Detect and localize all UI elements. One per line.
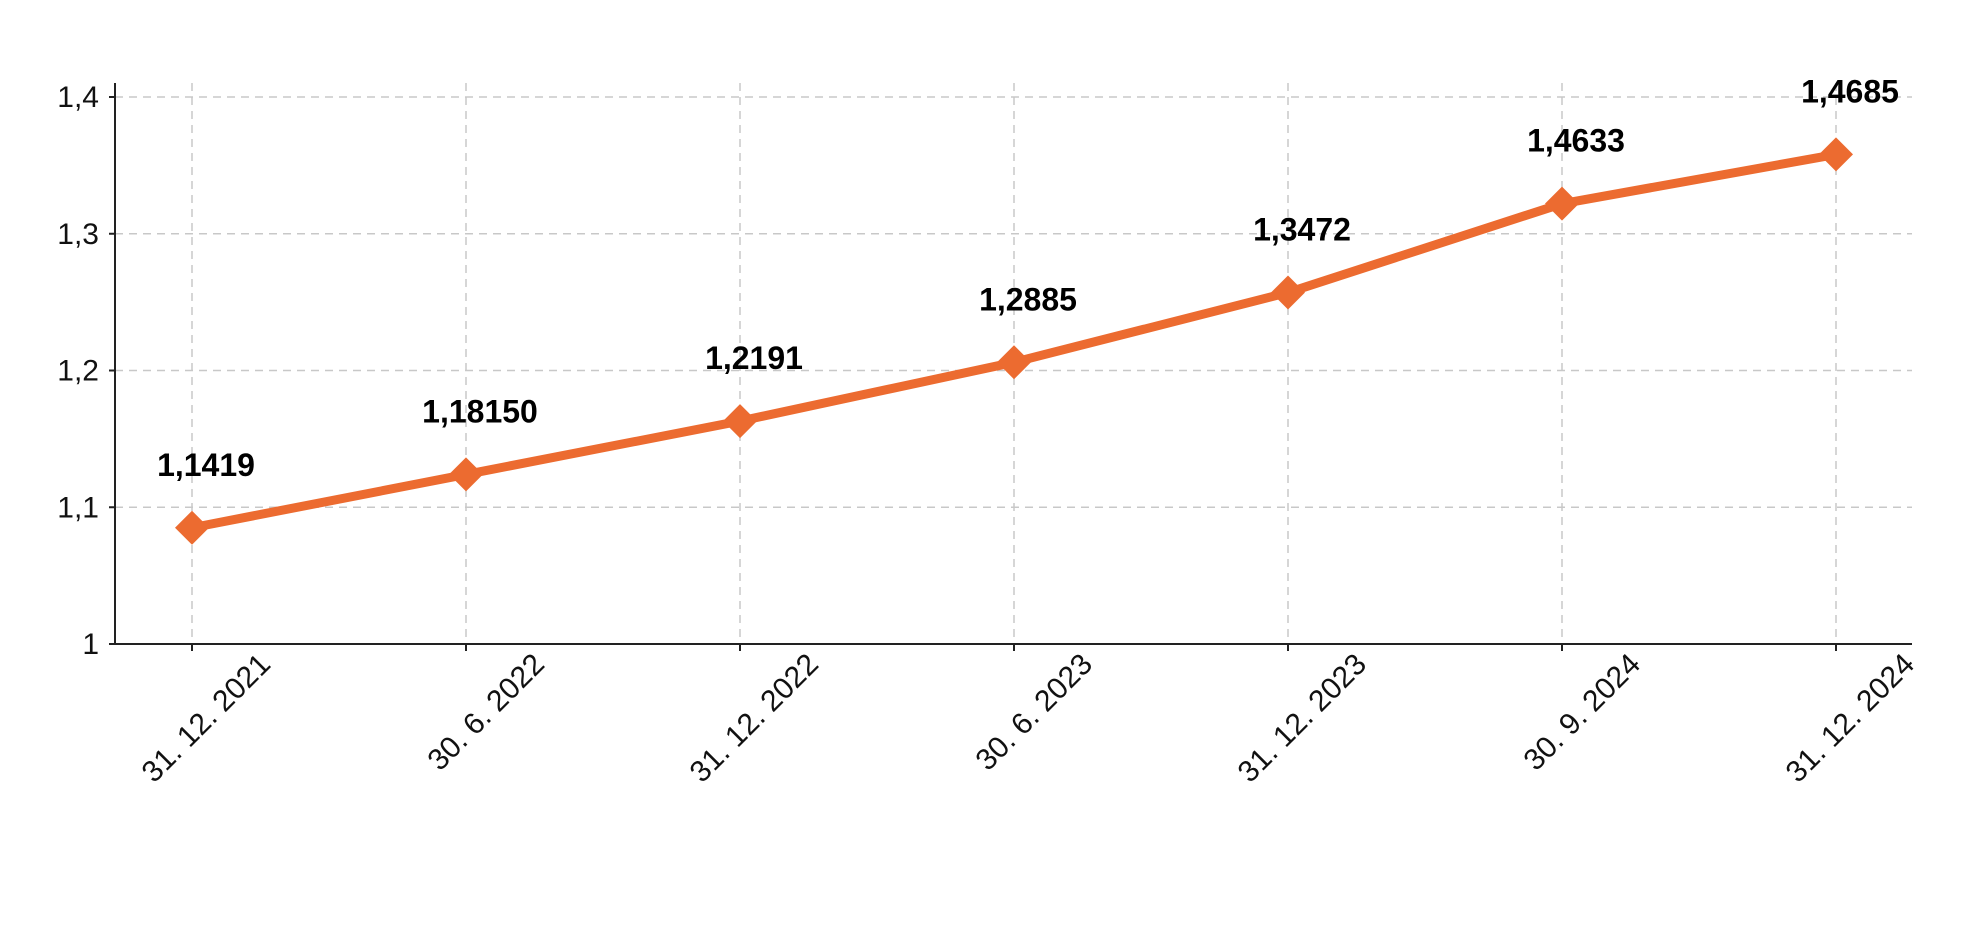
x-tick-label: 30. 6. 2022 <box>421 648 551 777</box>
x-tick-labels: 31. 12. 2021 30. 6. 2022 31. 12. 2022 30. 6… <box>136 644 1921 789</box>
data-label: 1,4685 <box>1801 73 1899 109</box>
y-tick-label: 1,3 <box>57 218 99 251</box>
y-tick-label: 1 <box>82 628 99 661</box>
x-tick-label: 30. 6. 2023 <box>969 648 1098 777</box>
data-point-marker <box>449 457 483 492</box>
data-labels: 1,1419 1,18150 1,2191 1,2885 1,3472 1,4633 1,4… <box>157 73 1899 482</box>
x-tick-label: 30. 9. 2024 <box>1517 648 1646 777</box>
y-tick-label: 1,4 <box>57 81 99 114</box>
y-tick-label: 1,2 <box>57 355 99 388</box>
data-label: 1,4633 <box>1527 123 1625 159</box>
data-point-marker <box>1819 137 1853 172</box>
x-tick-label: 31. 12. 2023 <box>1232 648 1373 789</box>
y-tick-label: 1,1 <box>57 491 99 524</box>
data-label: 1,1419 <box>157 447 255 483</box>
data-point-marker <box>997 345 1031 380</box>
x-tick-label: 31. 12. 2022 <box>684 648 825 789</box>
data-point-marker <box>175 510 209 545</box>
y-tick-labels: 1 1,1 1,2 1,3 1,4 <box>57 81 115 661</box>
data-label: 1,3472 <box>1253 212 1351 248</box>
x-tick-label: 31. 12. 2021 <box>136 648 277 789</box>
data-label: 1,2191 <box>705 340 803 376</box>
data-point-marker <box>1545 186 1579 221</box>
data-point-marker <box>723 404 757 439</box>
data-point-marker <box>1271 275 1305 310</box>
data-label: 1,18150 <box>422 393 538 429</box>
data-label: 1,2885 <box>979 281 1077 317</box>
series-layer <box>175 137 1853 545</box>
x-tick-label: 31. 12. 2024 <box>1780 648 1921 789</box>
